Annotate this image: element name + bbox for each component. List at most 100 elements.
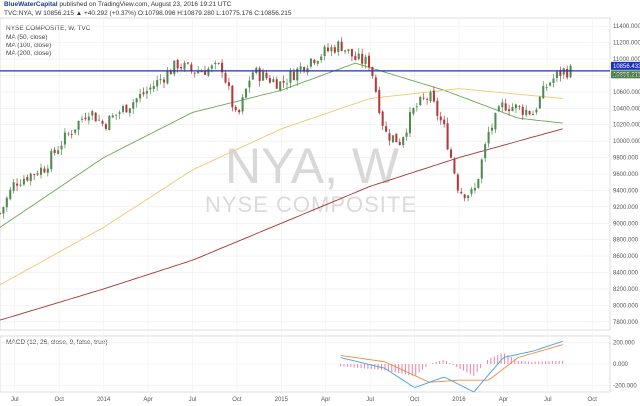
y-tick-label: 7800.000 [613, 320, 639, 326]
candle-up [501, 102, 504, 108]
candle-down [33, 174, 36, 175]
macd-y-tick-label: 200.000 [613, 340, 635, 346]
y-tick-label: 8800.000 [613, 238, 639, 244]
candle-up [408, 112, 412, 134]
candle-down [463, 194, 466, 198]
candle-up [173, 60, 176, 75]
moving-averages [0, 62, 563, 321]
candle-down [169, 70, 172, 75]
x-tick-label: Apr [143, 397, 152, 403]
candle-up [419, 97, 422, 106]
candle-down [367, 55, 371, 68]
x-tick-label: Apr [321, 397, 330, 403]
candle-up [50, 150, 53, 170]
ma-line-200 [0, 128, 563, 321]
y-tick-label: 9000.000 [613, 221, 639, 227]
x-tick-label: Oct [410, 397, 420, 403]
candle-up [289, 71, 292, 83]
candle-up [9, 189, 12, 200]
candle-down [350, 48, 353, 57]
candle-down [282, 80, 285, 83]
candle-down [443, 119, 446, 125]
candle-up [309, 58, 312, 67]
candle-up [207, 68, 210, 76]
ma50-legend[interactable]: MA (50, close) [6, 34, 48, 41]
candle-up [139, 93, 142, 99]
candle-up [337, 41, 340, 52]
candle-down [43, 168, 46, 173]
candle-up [299, 66, 302, 70]
candle-up [357, 53, 360, 60]
candle-down [231, 85, 234, 108]
brand-name[interactable]: BlueWaterCapital [4, 1, 58, 8]
candle-down [528, 111, 531, 115]
candle-up [98, 119, 101, 121]
candle-down [426, 99, 429, 100]
candle-up [545, 87, 548, 88]
candle-up [538, 96, 541, 109]
candle-up [74, 129, 77, 133]
candle-down [186, 62, 189, 64]
candle-up [330, 47, 333, 52]
x-tick-label: 2015 [275, 397, 289, 403]
candle-down [275, 79, 278, 89]
candle-down [176, 60, 179, 69]
ma200-legend[interactable]: MA (200, close) [6, 50, 52, 57]
x-tick-label: Jul [544, 397, 552, 403]
candle-down [292, 71, 295, 80]
candle-up [272, 79, 275, 83]
quote-line: TVC:NYA, W 10856.215 ▲ +40.292 (+0.37%) … [4, 10, 292, 17]
candle-up [149, 87, 152, 90]
candle-down [313, 59, 316, 64]
candle-down [381, 111, 384, 126]
y-tick-label: 8600.000 [613, 254, 639, 260]
candle-down [227, 82, 230, 87]
candle-down [521, 106, 524, 115]
y-tick-label: 11200.000 [613, 41, 640, 47]
candle-up [497, 106, 500, 112]
candle-up [22, 178, 25, 185]
candle-down [217, 63, 220, 64]
candle-down [303, 67, 306, 72]
x-tick-label: Oct [55, 397, 65, 403]
candle-up [244, 88, 248, 98]
candle-up [19, 184, 22, 186]
candle-up [210, 65, 213, 69]
candle-down [258, 68, 261, 81]
candle-down [449, 149, 453, 158]
candle-up [241, 97, 244, 112]
candle-down [36, 173, 39, 175]
candle-up [183, 62, 186, 70]
candle-down [508, 109, 511, 112]
candle-up [128, 108, 131, 113]
candle-up [542, 85, 545, 99]
candle-up [251, 72, 254, 80]
ma100-legend[interactable]: MA (100, close) [6, 42, 52, 49]
candle-up [2, 207, 5, 214]
candle-down [326, 47, 330, 52]
candle-up [467, 195, 470, 198]
candle-up [391, 135, 394, 143]
candle-up [118, 112, 121, 114]
candle-down [388, 133, 391, 141]
candle-up [279, 81, 282, 91]
y-tick-label: 8200.000 [613, 287, 639, 293]
macd-y-tick-label: -200.000 [613, 384, 637, 390]
candle-up [67, 133, 70, 135]
candle-up [494, 112, 497, 130]
ma-line-50 [0, 62, 563, 228]
candle-up [347, 49, 350, 51]
candle-up [473, 187, 476, 191]
candle-up [285, 83, 289, 85]
candle-up [405, 132, 408, 137]
candle-up [87, 116, 90, 121]
candle-up [12, 182, 15, 191]
y-tick-label: 8000.000 [613, 303, 639, 309]
macd-panel [0, 340, 610, 393]
x-tick-label: 2014 [97, 397, 111, 403]
candle-down [94, 112, 97, 122]
candle-down [333, 47, 336, 53]
candle-down [265, 72, 268, 79]
candle-down [203, 70, 207, 75]
